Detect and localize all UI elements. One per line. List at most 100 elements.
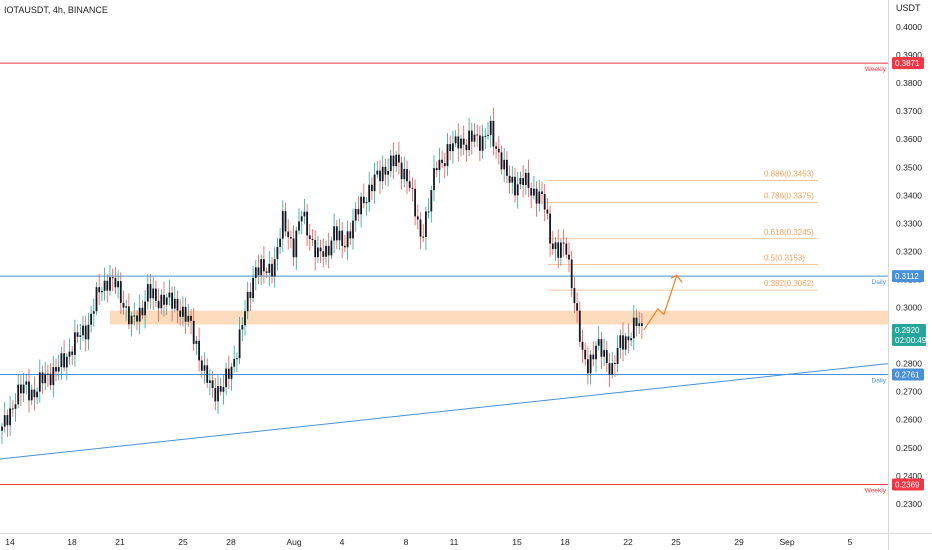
candle-body: [489, 120, 492, 135]
candle-body: [179, 310, 182, 317]
weekly-upper-tag: [892, 57, 924, 70]
weekly-lower-price: 0.2369: [895, 480, 920, 489]
candle-body: [20, 384, 22, 394]
candle-body: [214, 388, 217, 402]
candle-body: [138, 307, 141, 322]
candle-body: [109, 277, 111, 291]
candle-body: [203, 365, 206, 371]
candle-body: [452, 143, 454, 152]
candle-body: [589, 354, 592, 374]
price-tick-label: 0.3000: [896, 303, 922, 313]
price-tick-label: 0.3800: [896, 78, 922, 88]
candle-body: [403, 169, 406, 180]
candle-body: [184, 306, 187, 322]
candle-body: [171, 292, 173, 309]
candle-body: [530, 188, 533, 196]
candle-body: [341, 230, 344, 246]
time-tick-label: 14: [5, 537, 15, 547]
candle-body: [3, 415, 6, 427]
price-tick-label: 0.3500: [896, 162, 922, 172]
candle-body: [438, 159, 441, 171]
candle-body: [595, 345, 597, 360]
candle-body: [187, 315, 190, 322]
candle-body: [422, 236, 425, 238]
candle-body: [473, 134, 476, 142]
candle-body: [330, 240, 333, 256]
candle-body: [376, 170, 379, 175]
projection-arrowhead: [670, 274, 683, 283]
projection-layer: [643, 274, 683, 331]
time-axis[interactable]: 14 18 21 25 28 Aug 4 8 11 15 18 22 25 29 Sep 5: [5, 537, 852, 547]
candle-body: [433, 168, 435, 191]
time-tick-label: 8: [404, 537, 409, 547]
candle-body: [198, 340, 200, 361]
candle-body: [236, 358, 238, 360]
candle-body: [327, 245, 330, 256]
candle-body: [6, 415, 9, 426]
candle-body: [557, 242, 560, 258]
candle-body: [157, 300, 160, 309]
candle-body: [381, 166, 384, 182]
fib-label-0786: 0.786(0.3375): [764, 191, 814, 200]
price-tick-label: 0.2700: [896, 387, 922, 397]
candle-body: [441, 159, 443, 164]
candle-body: [632, 317, 635, 339]
level-labels: Weekly Daily Daily Weekly: [865, 66, 887, 494]
candle-body: [117, 281, 119, 288]
candle-body: [371, 184, 373, 192]
candle-body: [495, 146, 497, 149]
candle-body: [600, 339, 603, 357]
fib-label-0382: 0.382(0.3062): [764, 279, 814, 288]
time-tick-label: 25: [178, 537, 188, 547]
candle-body: [560, 242, 562, 258]
candle-body: [427, 211, 430, 213]
candle-body: [551, 243, 554, 250]
candle-body: [400, 162, 403, 180]
candle-body: [141, 307, 144, 316]
weekly-upper-label: Weekly: [865, 66, 887, 73]
daily-upper-price: 0.3112: [895, 272, 919, 281]
candle-body: [257, 267, 260, 276]
candle-body: [635, 317, 638, 326]
time-tick-label: 18: [560, 537, 570, 547]
candle-body: [514, 176, 516, 196]
candle-body: [211, 380, 214, 389]
time-tick-label: 28: [226, 537, 236, 547]
candle-body: [292, 238, 295, 258]
candle-body: [533, 188, 535, 196]
candle-body: [68, 351, 71, 357]
candle-body: [90, 313, 92, 325]
candle-body: [565, 243, 568, 255]
candle-body: [338, 230, 341, 241]
time-tick-label: 4: [340, 537, 345, 547]
price-axis[interactable]: USDT 0.4000 0.3900 0.3800 0.3700 0.3600 0.350…: [896, 3, 922, 509]
candle-body: [119, 281, 122, 303]
demand-zone-layer: [110, 310, 888, 325]
candle-body: [527, 172, 530, 189]
candle-body: [365, 202, 368, 204]
candle-body: [244, 311, 246, 326]
projection-path: [643, 275, 678, 331]
candle-body: [535, 188, 538, 204]
candle-body: [233, 358, 236, 367]
candle-body: [225, 368, 227, 388]
candle-body: [209, 380, 211, 383]
candle-body: [481, 136, 484, 151]
candle-body: [246, 291, 249, 312]
candle-body: [425, 211, 427, 237]
candle-body: [484, 135, 487, 137]
candle-body: [352, 220, 354, 239]
candle-body: [500, 152, 503, 170]
candle-body: [260, 259, 263, 276]
candle-body: [603, 350, 605, 357]
candle-body: [619, 335, 622, 348]
candle-body: [1, 426, 3, 431]
daily-upper-tag: [892, 270, 924, 283]
candle-body: [219, 386, 222, 392]
candle-body: [92, 311, 95, 314]
candle-body: [192, 320, 195, 344]
candle-body: [249, 291, 252, 299]
candle-body: [549, 213, 551, 244]
candle-body: [165, 297, 168, 305]
